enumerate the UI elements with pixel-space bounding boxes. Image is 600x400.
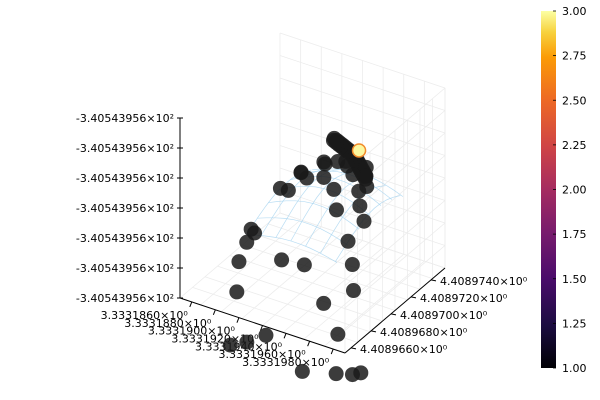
colorbar-tick-label: 1.00 (562, 362, 587, 375)
scatter-point (296, 257, 312, 273)
x-tick (330, 348, 334, 355)
scatter-point (280, 182, 296, 198)
scatter-point (328, 366, 344, 382)
x-tick (260, 325, 263, 331)
grid-line (229, 255, 396, 311)
scatter-point (340, 233, 356, 249)
scatter-point (325, 132, 341, 148)
y-tick (370, 330, 377, 333)
x-tick (212, 309, 216, 315)
z-tick-label: -3.40543956×10² (76, 142, 174, 155)
x-tick (236, 317, 240, 323)
grid-line (344, 177, 446, 264)
scatter-point (294, 363, 310, 379)
x-tick (189, 301, 193, 308)
y-tick-label: 4.4089680×10⁰ (380, 326, 468, 339)
x-tick-label: 3.3331960×10⁰ (219, 348, 307, 361)
scatter-point (345, 283, 361, 299)
colorbar-tick-label: 2.25 (562, 139, 587, 152)
scatter-point (258, 327, 274, 343)
scatter-point (231, 254, 247, 270)
colorbar-tick-label: 1.50 (562, 273, 587, 286)
colorbar-tick-label: 2.00 (562, 184, 587, 197)
scatter-point (316, 169, 332, 185)
colorbar-tick-label: 2.75 (562, 50, 587, 63)
axes: -3.40543956×10² -3.40543956×10² -3.4054395… (76, 112, 528, 369)
scatter-point (356, 213, 372, 229)
colorbar-gradient (541, 11, 556, 368)
colorbar: 1.00 1.25 1.50 1.75 2.00 2.25 2.50 2.75 3.00 (541, 5, 587, 375)
y-tick (350, 347, 357, 350)
grid-line (267, 223, 433, 280)
z-tick-label: -3.40543956×10² (76, 172, 174, 185)
scatter-points (222, 130, 375, 383)
grid-line (242, 244, 408, 301)
grid-line (282, 247, 384, 333)
scatter-point (239, 334, 255, 350)
scatter-point-highlight (351, 143, 367, 158)
scatter-point (274, 252, 290, 268)
y-tick-label: 4.4089660×10⁰ (360, 343, 448, 356)
scatter-point (330, 326, 346, 342)
grid-line (279, 55, 446, 111)
y-tick-label: 4.4089720×10⁰ (420, 292, 508, 305)
scatter-point (351, 183, 367, 199)
z-tick-label: -3.40543956×10² (76, 262, 174, 275)
grid-line (279, 77, 446, 134)
scatter-point (326, 181, 342, 197)
y-tick (430, 279, 437, 282)
x-tick-label: 3.3331860×10⁰ (101, 309, 189, 322)
y-tick-label: 4.4089740×10⁰ (440, 275, 528, 288)
scatter-point (345, 167, 361, 183)
surface-line (257, 217, 349, 246)
colorbar-tick-label: 3.00 (562, 5, 587, 18)
x-tick (283, 333, 287, 339)
z-tick-label: -3.40543956×10² (76, 112, 174, 125)
grid-line (279, 32, 446, 89)
scatter-point (316, 295, 332, 311)
z-tick-label: -3.40543956×10² (76, 292, 174, 305)
colorbar-tick-label: 1.75 (562, 228, 587, 241)
y-tick-label: 4.4089700×10⁰ (400, 309, 488, 322)
grid-line (279, 212, 446, 269)
colorbar-tick-label: 2.50 (562, 94, 587, 107)
scatter-point (328, 202, 344, 218)
scatter-point (352, 198, 368, 214)
scatter-point (299, 170, 315, 186)
x-tick-label: 3.3331880×10⁰ (124, 317, 212, 330)
scatter-point (316, 154, 332, 170)
scatter-point (239, 234, 255, 250)
grid-line (279, 100, 446, 156)
axes-grid (179, 32, 446, 354)
x-tick-label: 3.3331980×10⁰ (242, 356, 330, 369)
scatter-point (222, 337, 238, 353)
surface-line (268, 200, 360, 230)
grid-line (254, 233, 421, 290)
z-tick-label: -3.40543956×10² (76, 232, 174, 245)
z-tick-label: -3.40543956×10² (76, 202, 174, 215)
scatter-point (229, 284, 245, 300)
x-tick (307, 341, 311, 347)
y-axis-line (344, 267, 446, 354)
scatter-point (353, 365, 369, 381)
y-tick (390, 313, 397, 316)
x-tick-label: 3.3331900×10⁰ (148, 325, 236, 338)
colorbar-tick-label: 1.25 (562, 317, 587, 330)
x-tick-label: 3.3331940×10⁰ (195, 340, 283, 353)
scatter-point (344, 257, 360, 273)
y-tick (410, 296, 417, 299)
